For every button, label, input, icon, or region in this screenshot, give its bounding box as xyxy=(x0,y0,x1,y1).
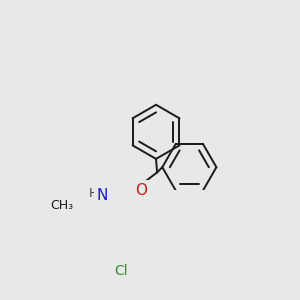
Text: O: O xyxy=(136,183,148,198)
Text: Cl: Cl xyxy=(114,264,128,278)
Text: CH₃: CH₃ xyxy=(50,199,73,212)
Text: H: H xyxy=(88,188,98,200)
Text: N: N xyxy=(96,188,108,203)
